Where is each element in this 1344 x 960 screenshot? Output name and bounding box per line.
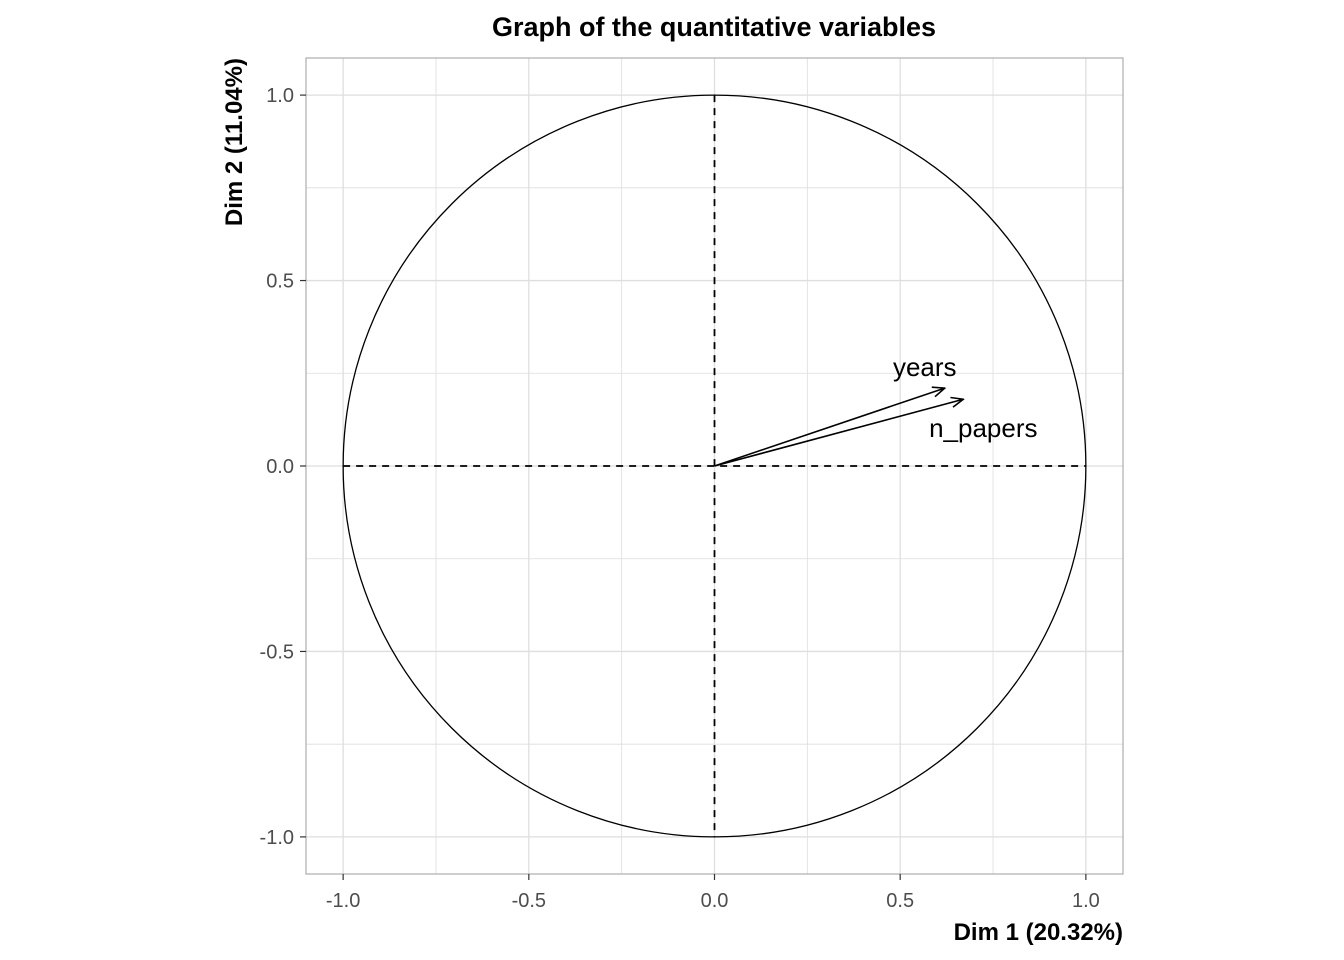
correlation-circle-layer [342,94,1087,838]
variable-label-years: years [893,352,957,382]
variable-labels: years n_papers [893,352,1038,443]
variable-label-n-papers: n_papers [929,413,1037,443]
x-tick-label: -0.5 [512,890,546,912]
x-tick-label: -1.0 [326,890,360,912]
y-axis-ticks: -1.0 -0.5 0.0 0.5 1.0 [260,85,306,849]
x-tick-label: 1.0 [1072,890,1100,912]
y-tick-label: 0.0 [266,456,294,478]
x-axis-ticks: -1.0 -0.5 0.0 0.5 1.0 [326,874,1100,912]
y-tick-label: 0.5 [266,271,294,293]
y-tick-label: 1.0 [266,85,294,107]
y-tick-label: -1.0 [260,827,294,849]
variable-arrows [714,388,964,467]
x-tick-label: 0.5 [886,890,914,912]
variable-arrow-n-papers [714,399,964,467]
x-tick-label: 0.0 [701,890,729,912]
variable-arrow-years [714,388,945,467]
chart-title: Graph of the quantitative variables [492,12,936,42]
y-axis-title: Dim 2 (11.04%) [221,58,248,226]
x-axis-title: Dim 1 (20.32%) [954,919,1123,946]
y-tick-label: -0.5 [260,641,294,663]
correlation-circle [342,94,1087,838]
